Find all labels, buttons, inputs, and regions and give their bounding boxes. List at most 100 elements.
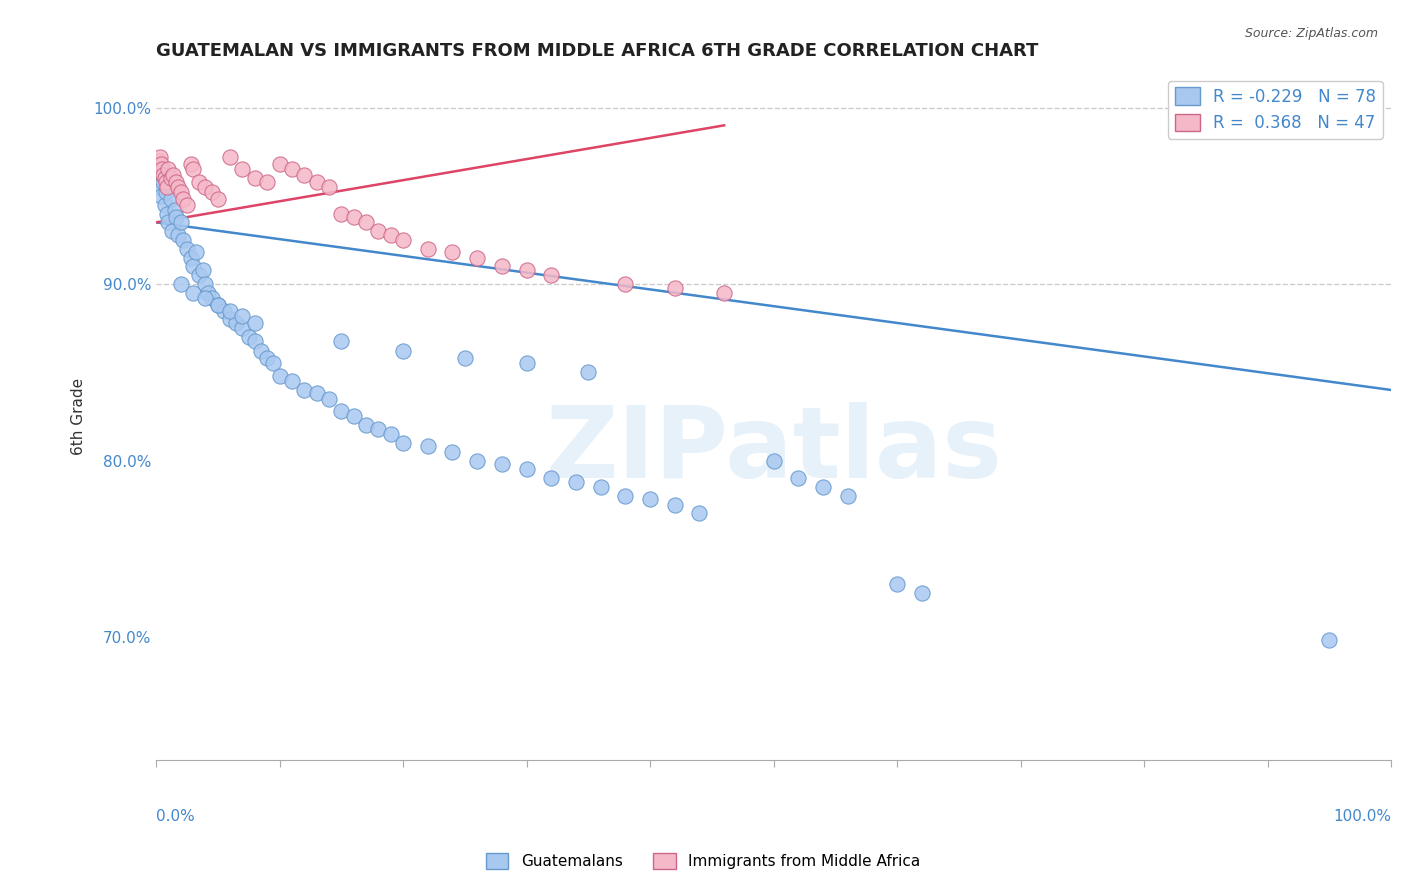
Point	[170, 186, 193, 200]
Legend: Guatemalans, Immigrants from Middle Africa: Guatemalans, Immigrants from Middle Afri…	[479, 847, 927, 875]
Point	[149, 180, 172, 194]
Point	[540, 268, 562, 283]
Point	[148, 171, 170, 186]
Point	[152, 175, 174, 189]
Point	[281, 162, 304, 177]
Point	[160, 171, 183, 186]
Point	[149, 157, 172, 171]
Text: 100.0%: 100.0%	[1333, 808, 1391, 823]
Point	[243, 171, 266, 186]
Point	[157, 162, 180, 177]
Point	[156, 180, 179, 194]
Point	[454, 351, 477, 366]
Point	[515, 462, 537, 476]
Point	[181, 162, 204, 177]
Point	[318, 180, 340, 194]
Point	[172, 233, 194, 247]
Point	[491, 260, 513, 274]
Point	[225, 316, 247, 330]
Text: Source: ZipAtlas.com: Source: ZipAtlas.com	[1244, 27, 1378, 40]
Point	[201, 186, 224, 200]
Text: 0.0%: 0.0%	[156, 808, 195, 823]
Point	[155, 186, 177, 200]
Point	[197, 285, 219, 300]
Point	[231, 309, 253, 323]
Point	[911, 586, 934, 600]
Point	[837, 489, 859, 503]
Point	[162, 168, 184, 182]
Point	[343, 210, 366, 224]
Point	[305, 175, 328, 189]
Point	[207, 298, 229, 312]
Point	[269, 157, 291, 171]
Legend: R = -0.229   N = 78, R =  0.368   N = 47: R = -0.229 N = 78, R = 0.368 N = 47	[1168, 81, 1382, 139]
Point	[156, 206, 179, 220]
Point	[465, 453, 488, 467]
Point	[238, 330, 260, 344]
Point	[165, 210, 187, 224]
Text: ZIPatlas: ZIPatlas	[546, 402, 1002, 500]
Point	[886, 577, 908, 591]
Point	[165, 175, 187, 189]
Point	[416, 242, 439, 256]
Point	[465, 251, 488, 265]
Point	[305, 386, 328, 401]
Point	[515, 357, 537, 371]
Point	[194, 180, 217, 194]
Point	[392, 233, 415, 247]
Point	[153, 198, 176, 212]
Point	[256, 351, 278, 366]
Point	[713, 285, 735, 300]
Point	[762, 453, 785, 467]
Point	[219, 312, 242, 326]
Point	[170, 277, 193, 292]
Point	[811, 480, 834, 494]
Point	[194, 277, 217, 292]
Point	[392, 344, 415, 359]
Point	[491, 457, 513, 471]
Point	[167, 227, 190, 242]
Point	[330, 334, 353, 348]
Point	[343, 409, 366, 424]
Point	[172, 193, 194, 207]
Point	[367, 422, 389, 436]
Point	[180, 251, 202, 265]
Point	[515, 263, 537, 277]
Point	[243, 316, 266, 330]
Point	[153, 171, 176, 186]
Point	[231, 321, 253, 335]
Point	[170, 215, 193, 229]
Point	[392, 435, 415, 450]
Point	[167, 180, 190, 194]
Point	[149, 189, 172, 203]
Point	[367, 224, 389, 238]
Point	[380, 227, 402, 242]
Point	[231, 162, 253, 177]
Point	[281, 374, 304, 388]
Point	[688, 507, 710, 521]
Point	[155, 175, 177, 189]
Point	[262, 357, 284, 371]
Point	[614, 489, 637, 503]
Point	[380, 427, 402, 442]
Point	[219, 303, 242, 318]
Point	[576, 365, 599, 379]
Point	[207, 193, 229, 207]
Point	[354, 215, 377, 229]
Point	[664, 498, 686, 512]
Point	[157, 215, 180, 229]
Point	[191, 263, 214, 277]
Point	[589, 480, 612, 494]
Point	[148, 153, 170, 168]
Point	[176, 198, 198, 212]
Point	[292, 168, 315, 182]
Point	[354, 418, 377, 433]
Point	[318, 392, 340, 406]
Point	[1317, 633, 1340, 648]
Point	[330, 206, 353, 220]
Point	[181, 260, 204, 274]
Point	[212, 303, 235, 318]
Point	[194, 291, 217, 305]
Point	[181, 285, 204, 300]
Text: GUATEMALAN VS IMMIGRANTS FROM MIDDLE AFRICA 6TH GRADE CORRELATION CHART: GUATEMALAN VS IMMIGRANTS FROM MIDDLE AFR…	[156, 42, 1039, 60]
